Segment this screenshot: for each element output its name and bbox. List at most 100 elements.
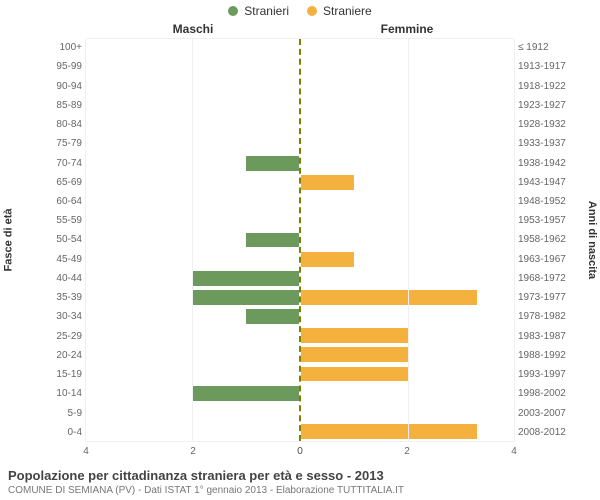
bar-row-male — [86, 230, 299, 249]
age-label: 5-9 — [16, 403, 86, 422]
age-label: 85-89 — [16, 96, 86, 115]
bar-row-male — [86, 269, 299, 288]
x-tick: 2 — [190, 446, 196, 457]
bar-male — [193, 290, 300, 305]
bar-row-female — [301, 384, 514, 403]
bar-row-male — [86, 77, 299, 96]
age-label: 40-44 — [16, 269, 86, 288]
x-axis-ticks: 024 024 — [0, 446, 600, 462]
bar-row-male — [86, 307, 299, 326]
bar-female — [301, 290, 477, 305]
bar-row-male — [86, 39, 299, 58]
birth-label: 1913-1917 — [514, 57, 584, 76]
bar-row-female — [301, 96, 514, 115]
age-label: 95-99 — [16, 57, 86, 76]
bar-row-female — [301, 154, 514, 173]
age-label: 0-4 — [16, 423, 86, 442]
bar-row-female — [301, 269, 514, 288]
age-label: 80-84 — [16, 115, 86, 134]
bar-female — [301, 175, 354, 190]
bar-row-female — [301, 230, 514, 249]
y-axis-title-left: Fasce di età — [0, 38, 16, 442]
bar-row-male — [86, 154, 299, 173]
age-label: 50-54 — [16, 230, 86, 249]
y-axis-age-labels: 100+95-9990-9485-8980-8475-7970-7465-696… — [16, 38, 86, 442]
bar-row-female — [301, 135, 514, 154]
age-label: 60-64 — [16, 192, 86, 211]
bar-row-female — [301, 422, 514, 441]
bar-row-female — [301, 345, 514, 364]
x-tick: 4 — [83, 446, 89, 457]
birth-label: 1983-1987 — [514, 327, 584, 346]
x-tick: 0 — [297, 446, 303, 457]
age-label: 90-94 — [16, 76, 86, 95]
x-tick: 4 — [511, 446, 517, 457]
header-male: Maschi — [86, 22, 300, 36]
bar-male — [193, 386, 300, 401]
birth-label: 2003-2007 — [514, 403, 584, 422]
birth-label: 1948-1952 — [514, 192, 584, 211]
bar-row-female — [301, 250, 514, 269]
birth-label: 1928-1932 — [514, 115, 584, 134]
birth-label: 1958-1962 — [514, 230, 584, 249]
birth-label: 1938-1942 — [514, 153, 584, 172]
bar-male — [246, 233, 299, 248]
age-label: 75-79 — [16, 134, 86, 153]
legend-label-male: Stranieri — [244, 4, 289, 18]
age-label: 35-39 — [16, 288, 86, 307]
birth-label: 1988-1992 — [514, 346, 584, 365]
age-label: 20-24 — [16, 346, 86, 365]
birth-label: 1998-2002 — [514, 384, 584, 403]
legend-label-female: Straniere — [323, 4, 372, 18]
bar-male — [193, 271, 300, 286]
bar-row-male — [86, 250, 299, 269]
column-headers: Maschi Femmine — [0, 18, 600, 36]
bar-row-male — [86, 345, 299, 364]
bar-row-female — [301, 288, 514, 307]
bar-row-male — [86, 211, 299, 230]
bar-row-male — [86, 192, 299, 211]
birth-label: 1963-1967 — [514, 250, 584, 269]
bar-row-male — [86, 96, 299, 115]
legend-item-male: Stranieri — [228, 4, 289, 18]
chart-area: Fasce di età 100+95-9990-9485-8980-8475-… — [0, 36, 600, 446]
bar-row-female — [301, 58, 514, 77]
bar-row-male — [86, 422, 299, 441]
plot-male — [86, 39, 301, 441]
bar-row-female — [301, 173, 514, 192]
birth-label: ≤ 1912 — [514, 38, 584, 57]
bar-row-female — [301, 192, 514, 211]
age-label: 10-14 — [16, 384, 86, 403]
age-label: 15-19 — [16, 365, 86, 384]
bar-row-male — [86, 326, 299, 345]
bar-row-male — [86, 58, 299, 77]
bar-row-male — [86, 135, 299, 154]
bar-row-female — [301, 77, 514, 96]
bar-row-male — [86, 364, 299, 383]
age-label: 25-29 — [16, 327, 86, 346]
bar-female — [301, 328, 408, 343]
y-axis-title-right: Anni di nascita — [584, 38, 600, 442]
bar-row-male — [86, 116, 299, 135]
bar-row-female — [301, 116, 514, 135]
legend: Stranieri Straniere — [0, 0, 600, 18]
bar-row-male — [86, 173, 299, 192]
birth-label: 1978-1982 — [514, 307, 584, 326]
bar-female — [301, 424, 477, 439]
birth-label: 1933-1937 — [514, 134, 584, 153]
legend-item-female: Straniere — [307, 4, 372, 18]
birth-label: 1968-1972 — [514, 269, 584, 288]
bar-row-female — [301, 211, 514, 230]
caption-title: Popolazione per cittadinanza straniera p… — [8, 468, 592, 483]
birth-label: 1953-1957 — [514, 211, 584, 230]
birth-label: 1923-1927 — [514, 96, 584, 115]
birth-label: 1943-1947 — [514, 173, 584, 192]
bar-row-female — [301, 403, 514, 422]
bar-female — [301, 367, 408, 382]
bar-row-male — [86, 384, 299, 403]
bar-row-female — [301, 307, 514, 326]
birth-label: 2008-2012 — [514, 423, 584, 442]
bar-female — [301, 252, 354, 267]
age-label: 45-49 — [16, 250, 86, 269]
legend-swatch-female — [307, 6, 317, 16]
